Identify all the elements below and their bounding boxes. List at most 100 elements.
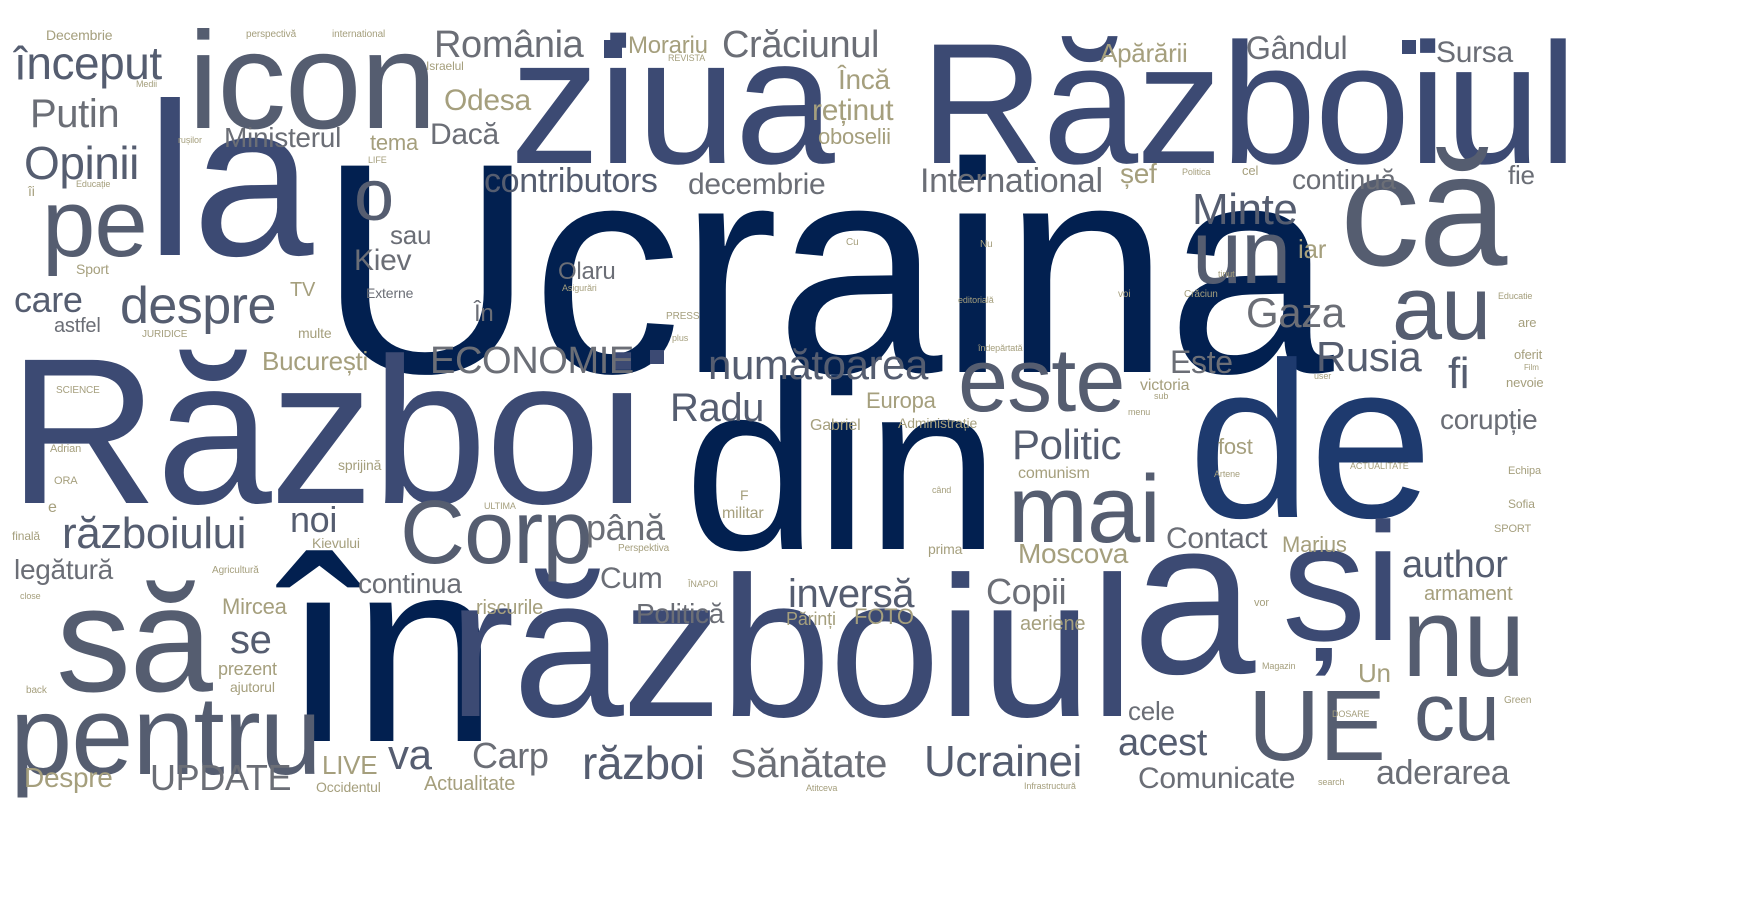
word-in-cap: În [474,300,494,327]
word-administratie: Administrație [898,415,978,431]
word-cu-cap: Cu [846,237,859,248]
word-gaza: Gaza [1246,289,1345,336]
word-echipa: Echipa [1508,465,1541,477]
word-bucuresti: București [262,346,369,376]
word-care: care [14,279,83,320]
word-oferit: oferit [1514,347,1543,362]
word-israelul: Israelul [426,59,464,73]
decor-square [1402,40,1416,54]
word-inversa: inversă [788,572,915,616]
word-cu: cu [1414,667,1500,758]
word-fost: fost [1218,434,1253,459]
word-morariu: Morariu [628,32,708,59]
word-copii: Copii [986,571,1067,612]
word-opinii: Opinii [24,137,139,189]
word-ucraina: Ucraina [318,100,1334,436]
word-cum: Cum [600,562,663,595]
word-actualitate-cap: ACTUALITATE [1350,461,1409,471]
word-acest: acest [1118,722,1207,764]
word-radu: Radu [670,386,765,430]
word-nu-cap: Nu [980,239,993,250]
word-ministerul: Ministerul [224,122,342,153]
word-este: este [958,331,1125,431]
word-author: author [1402,544,1508,586]
word-foto: FOTO [854,604,914,629]
word-sport-cap: SPORT [1494,523,1532,535]
word-sport: Sport [76,261,109,277]
word-atitceva: Atitceva [806,783,838,793]
word-ue: UE [1248,670,1386,782]
word-oboselii: oboselii [818,124,891,149]
word-a: a [1132,473,1255,721]
word-prima: prima [928,541,963,557]
word-retinut: reținut [812,94,894,127]
word-international-lc: international [332,29,386,40]
word-sofia: Sofia [1508,497,1535,511]
word-ultima: ULTIMA [484,501,516,511]
word-corp: Corp [400,483,592,583]
word-comunism: comunism [1018,465,1090,482]
word-coruptie: corupție [1440,404,1538,435]
word-sau: sau [390,220,432,250]
word-aderarea: aderarea [1376,754,1510,792]
word-educatie-2: Educatie [1498,291,1533,301]
word-plus: plus [672,333,689,343]
word-gandul: Gândul [1246,30,1348,66]
word-razboiului: războiului [62,509,246,558]
word-europa: Europa [866,388,936,413]
word-un-cap: Un [1358,658,1391,688]
word-politica-lc: Politica [1182,167,1211,177]
word-educatie: Educație [76,179,111,189]
word-riscurile: riscurile [476,597,544,619]
word-apararii: Apărării [1100,38,1188,68]
word-sub: sub [1154,391,1169,401]
word-parinti: Părinți [786,609,836,629]
word-craciunul: Crăciunul [722,24,880,66]
word-contributors: contributors [484,162,658,200]
word-o: o [354,156,394,236]
word-contact: Contact [1166,522,1268,555]
word-este-cap: Este [1170,344,1233,380]
word-indepartata: îndepărtată [978,343,1023,353]
word-press: PRESS [666,311,700,322]
word-comunicate: Comunicate [1138,762,1296,795]
word-live: LIVE [322,750,378,780]
word-ucrainei: Ucrainei [924,737,1082,786]
word-si: și [1282,488,1402,676]
word-nevoie: nevoie [1506,375,1544,390]
word-daca: Dacă [430,118,499,151]
word-international: International [920,162,1103,200]
word-putin: Putin [30,92,120,136]
word-politica: Politică [636,598,725,629]
word-film: Film [1524,363,1539,372]
word-iar: iar [1298,234,1327,264]
word-despre: despre [120,277,276,335]
word-decembrie: decembrie [688,168,826,201]
word-numatoarea: numătoarea [708,341,928,388]
word-revista: REVISTA [668,53,706,63]
word-mai: mai [1008,456,1161,563]
word-tv: TV [290,279,316,301]
word-science: SCIENCE [56,385,100,396]
word-tinut: tinut [1218,269,1235,279]
word-life: LIFE [368,155,387,165]
word-sprijina: sprijină [338,457,382,473]
word-finala: finală [12,529,40,543]
word-continua-a: continua [358,568,462,599]
word-actualitate: Actualitate [424,773,516,795]
word-marius: Marius [1282,532,1347,557]
word-close: close [20,591,41,601]
word-pentru: pentru [10,673,322,798]
word-magazin: Magazin [1262,661,1296,671]
word-ajutorul: ajutorul [230,679,275,695]
word-adrian: Adrian [50,443,82,455]
word-romania: România [434,24,584,66]
word-moscova: Moscova [1018,538,1129,569]
word-are: are [1518,315,1537,330]
word-kievului: Kievului [312,535,360,551]
word-inapoi: ÎNAPOI [688,579,718,589]
word-voi: voi [1118,289,1131,300]
word-infrastructura: Infrastructură [1024,781,1076,791]
word-armament: armament [1424,583,1513,605]
word-rusilor: rușilor [178,135,202,145]
